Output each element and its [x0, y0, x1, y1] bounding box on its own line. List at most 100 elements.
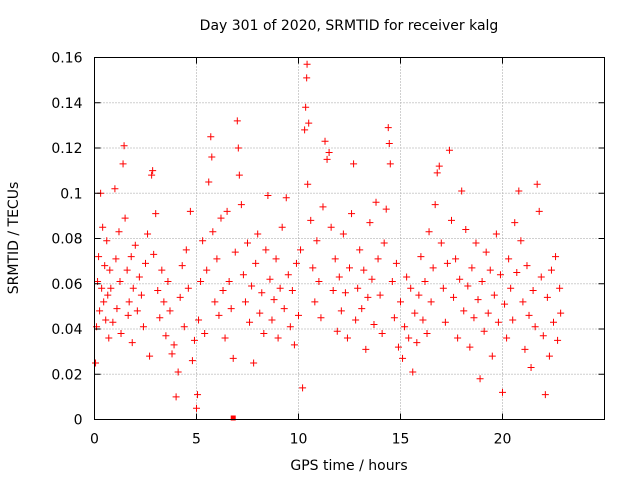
data-point: [290, 341, 298, 349]
data-point: [266, 275, 274, 283]
data-point: [117, 330, 125, 338]
data-point: [123, 266, 131, 274]
data-point: [311, 298, 319, 306]
data-point: [462, 225, 470, 233]
data-point: [303, 60, 311, 68]
data-point: [480, 327, 488, 335]
data-point: [366, 219, 374, 227]
data-point: [208, 153, 216, 161]
data-point: [186, 207, 194, 215]
data-point: [331, 255, 339, 263]
data-point: [297, 246, 305, 254]
data-point: [413, 339, 421, 347]
data-point: [343, 334, 351, 342]
data-point: [464, 282, 472, 290]
data-point: [299, 384, 307, 392]
y-tick-label: 0.14: [51, 96, 82, 112]
data-point: [533, 180, 541, 188]
axes: 0 0.02 0.04 0.06 0.08 0.1 0.12 0.14 0.16 0 5 10 15 20: [51, 51, 605, 448]
data-point: [429, 264, 437, 272]
data-point: [358, 305, 366, 313]
data-point: [435, 162, 443, 170]
data-point: [339, 230, 347, 238]
data-point: [360, 266, 368, 274]
data-point: [378, 330, 386, 338]
data-point: [441, 318, 449, 326]
data-point: [454, 334, 462, 342]
data-point: [295, 311, 302, 319]
data-point: [372, 198, 380, 206]
data-point: [388, 277, 396, 285]
data-point: [154, 287, 162, 295]
data-point: [99, 223, 107, 231]
data-point: [194, 391, 202, 399]
grid: [94, 57, 605, 420]
data-point: [270, 296, 278, 304]
data-point: [380, 239, 388, 247]
data-point: [256, 309, 264, 317]
data-point: [121, 214, 129, 222]
data-point: [390, 314, 398, 322]
data-point: [386, 160, 394, 168]
data-point: [148, 171, 156, 179]
data-point: [115, 228, 123, 236]
data-point: [95, 253, 103, 261]
data-point: [529, 287, 537, 295]
data-point: [227, 305, 235, 313]
data-point: [246, 318, 254, 326]
data-point: [511, 219, 519, 227]
data-point: [124, 311, 132, 319]
data-point: [421, 277, 429, 285]
data-point: [244, 239, 251, 247]
data-point: [170, 341, 178, 349]
data-point: [103, 237, 111, 245]
data-point: [450, 293, 458, 301]
data-point: [478, 277, 486, 285]
data-point: [350, 160, 358, 168]
data-point: [374, 255, 382, 263]
data-point: [219, 287, 227, 295]
data-point: [417, 253, 425, 261]
data-point: [231, 248, 239, 256]
data-point: [541, 391, 549, 399]
data-point: [557, 309, 565, 317]
data-point: [513, 268, 521, 276]
data-point: [288, 287, 296, 295]
data-point: [172, 393, 180, 401]
data-point: [368, 275, 376, 283]
data-point: [241, 298, 249, 306]
data-point: [490, 291, 498, 299]
data-point: [439, 284, 447, 292]
data-point: [127, 253, 135, 261]
data-point: [282, 194, 290, 202]
data-point: [217, 214, 225, 222]
data-point: [492, 230, 500, 238]
data-point: [437, 239, 445, 247]
data-point: [178, 262, 186, 270]
data-point: [133, 307, 141, 315]
x-tick-label: 10: [290, 432, 308, 448]
data-point: [556, 284, 564, 292]
data-point: [313, 237, 321, 245]
data-point: [501, 300, 509, 308]
x-tick-label: 15: [392, 432, 410, 448]
data-point: [211, 298, 219, 306]
chart-title: Day 301 of 2020, SRMTID for receiver kal…: [200, 18, 499, 34]
data-point: [539, 332, 547, 340]
data-point: [180, 323, 188, 331]
data-point: [327, 223, 335, 231]
data-point: [280, 305, 288, 313]
data-point: [278, 223, 286, 231]
data-point: [431, 201, 439, 209]
data-point: [499, 388, 506, 396]
data-point: [552, 253, 560, 261]
data-point: [201, 330, 209, 338]
data-point: [405, 334, 413, 342]
data-point: [229, 354, 237, 362]
data-point: [433, 169, 441, 177]
data-point: [190, 336, 198, 344]
data-point: [364, 293, 372, 301]
y-tick-label: 0.16: [51, 51, 82, 67]
data-point: [146, 352, 154, 360]
data-point: [472, 239, 480, 247]
